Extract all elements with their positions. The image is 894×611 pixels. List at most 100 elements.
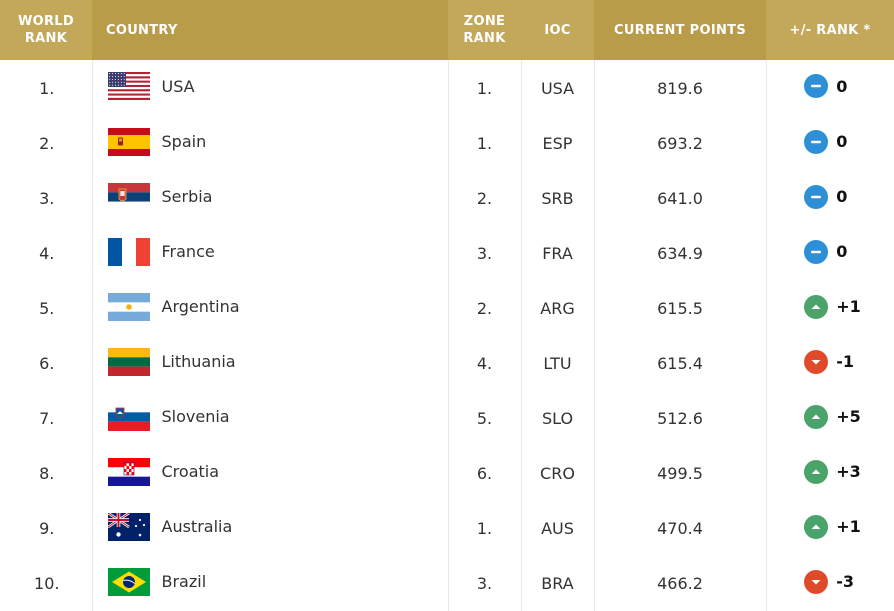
country-cell: Croatia: [92, 446, 449, 501]
zone-rank-cell: 1.: [448, 501, 522, 556]
header-world-rank[interactable]: WORLD RANK: [0, 0, 92, 60]
ioc-cell: CRO: [521, 446, 595, 501]
rank-change-cell: 0: [766, 171, 894, 226]
points-cell: 466.2: [594, 556, 767, 611]
arrow-down-circle-icon: [804, 349, 829, 374]
points-cell: 819.6: [594, 60, 767, 116]
croatia-flag-icon: [107, 457, 150, 486]
table-row[interactable]: 5. Argentina 2. ARG 615.5 +1: [0, 281, 894, 336]
points-cell: 615.5: [594, 281, 767, 336]
world-rank-cell: 3.: [0, 171, 93, 226]
country-cell: Slovenia: [92, 391, 449, 446]
arrow-up-circle-icon: [804, 459, 829, 484]
ioc-cell: ESP: [521, 116, 595, 171]
ioc-cell: SRB: [521, 171, 595, 226]
minus-circle-icon: [804, 184, 829, 209]
rank-change-value: 0: [836, 76, 848, 96]
rank-change-cell: 0: [766, 60, 894, 116]
country-name[interactable]: Lithuania: [161, 352, 236, 371]
arrow-up-circle-icon: [804, 404, 829, 429]
table-row[interactable]: 8. Croatia 6. CRO 499.5 +3: [0, 446, 894, 501]
header-zone-rank-line1: ZONE: [463, 14, 506, 29]
rank-change-cell: -3: [766, 556, 894, 611]
country-name[interactable]: Australia: [161, 517, 233, 536]
zone-rank-cell: 3.: [448, 226, 522, 281]
rank-change-cell: 0: [766, 116, 894, 171]
header-zone-rank-line2: RANK: [463, 31, 506, 46]
lithuania-flag-icon: [107, 347, 150, 376]
table-header-row: WORLD RANK COUNTRY ZONE RANK IOC CURRENT P…: [0, 0, 894, 60]
country-name[interactable]: Serbia: [161, 187, 213, 206]
rank-change-value: -1: [836, 352, 855, 371]
zone-rank-cell: 5.: [448, 391, 522, 446]
header-ioc[interactable]: IOC: [521, 0, 594, 60]
header-current-points[interactable]: CURRENT POINTS: [594, 0, 766, 60]
rank-change-cell: -1: [766, 336, 894, 391]
country-name[interactable]: Argentina: [161, 297, 240, 316]
france-flag-icon: [107, 237, 150, 266]
world-rank-cell: 8.: [0, 446, 93, 501]
zone-rank-cell: 2.: [448, 171, 522, 226]
rank-change-cell: +5: [766, 391, 894, 446]
table-row[interactable]: 9. Australia 1. AUS 470.4 +1: [0, 501, 894, 556]
country-name[interactable]: Brazil: [161, 572, 207, 591]
world-rank-cell: 5.: [0, 281, 93, 336]
serbia-flag-icon: [107, 182, 150, 211]
world-rank-cell: 1.: [0, 60, 93, 116]
rank-change-cell: +1: [766, 501, 894, 556]
table-row[interactable]: 10. Brazil 3. BRA 466.2 -3: [0, 556, 894, 611]
spain-flag-icon: [107, 127, 150, 156]
world-rank-cell: 9.: [0, 501, 93, 556]
zone-rank-cell: 1.: [448, 116, 522, 171]
country-name[interactable]: USA: [161, 76, 195, 96]
ioc-cell: SLO: [521, 391, 595, 446]
rank-change-value: 0: [836, 132, 848, 151]
minus-circle-icon: [804, 239, 829, 264]
table-row[interactable]: 7. Slovenia 5. SLO 512.6 +5: [0, 391, 894, 446]
header-zone-rank[interactable]: ZONE RANK: [448, 0, 521, 60]
rank-change-value: 0: [836, 187, 848, 206]
rank-change-cell: +3: [766, 446, 894, 501]
points-cell: 470.4: [594, 501, 767, 556]
country-cell: Australia: [92, 501, 449, 556]
world-rank-cell: 4.: [0, 226, 93, 281]
table-row[interactable]: 6. Lithuania 4. LTU 615.4 -1: [0, 336, 894, 391]
rank-change-cell: 0: [766, 226, 894, 281]
arrow-down-circle-icon: [804, 569, 829, 594]
header-world-rank-line1: WORLD: [18, 14, 74, 29]
points-cell: 634.9: [594, 226, 767, 281]
brazil-flag-icon: [107, 567, 150, 596]
table-row[interactable]: 3. Serbia 2. SRB 641.0 0: [0, 171, 894, 226]
country-name[interactable]: Slovenia: [161, 407, 230, 426]
table-row[interactable]: 2. Spain 1. ESP 693.2 0: [0, 116, 894, 171]
rank-change-value: +5: [836, 407, 861, 426]
country-name[interactable]: Spain: [161, 132, 207, 151]
country-name[interactable]: Croatia: [161, 462, 220, 481]
points-cell: 499.5: [594, 446, 767, 501]
country-cell: USA: [92, 60, 449, 116]
country-name[interactable]: France: [161, 242, 215, 261]
rank-change-value: -3: [836, 572, 855, 591]
points-cell: 693.2: [594, 116, 767, 171]
ioc-cell: ARG: [521, 281, 595, 336]
table-row[interactable]: 1. USA 1. USA 819.6 0: [0, 60, 894, 116]
ioc-cell: LTU: [521, 336, 595, 391]
ioc-cell: FRA: [521, 226, 595, 281]
rank-change-cell: +1: [766, 281, 894, 336]
minus-circle-icon: [804, 74, 829, 98]
zone-rank-cell: 2.: [448, 281, 522, 336]
arrow-up-circle-icon: [804, 294, 829, 319]
world-rank-cell: 6.: [0, 336, 93, 391]
ioc-cell: AUS: [521, 501, 595, 556]
usa-flag-icon: [107, 72, 150, 101]
argentina-flag-icon: [107, 292, 150, 321]
header-country[interactable]: COUNTRY: [92, 0, 448, 60]
points-cell: 512.6: [594, 391, 767, 446]
table-row[interactable]: 4. France 3. FRA 634.9 0: [0, 226, 894, 281]
ioc-cell: USA: [521, 60, 595, 116]
zone-rank-cell: 4.: [448, 336, 522, 391]
country-cell: Argentina: [92, 281, 449, 336]
zone-rank-cell: 3.: [448, 556, 522, 611]
header-rank-change[interactable]: +/- RANK *: [766, 0, 894, 60]
